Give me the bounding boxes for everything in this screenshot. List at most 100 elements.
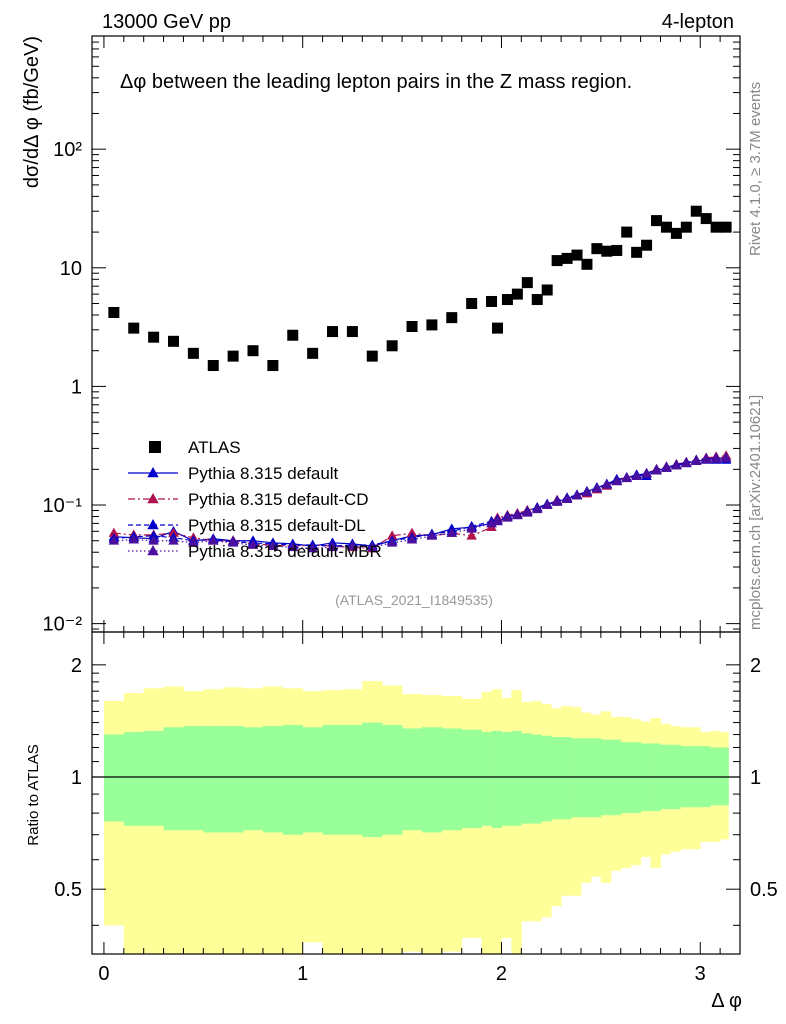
- inner-band-bin: [630, 742, 642, 814]
- inner-band-bin: [481, 732, 492, 826]
- inner-band-bin: [282, 724, 304, 835]
- legend-marker: [147, 545, 159, 556]
- data-point: [541, 284, 553, 296]
- mc-point: [710, 453, 722, 463]
- data-point: [287, 329, 299, 341]
- mc-point: [541, 499, 553, 509]
- data-point: [406, 320, 418, 332]
- data-point: [108, 306, 120, 318]
- mc-point: [227, 537, 239, 547]
- ratio-bands: [103, 680, 729, 954]
- x-tick-label: 3: [695, 963, 706, 985]
- series-0: [108, 205, 732, 372]
- legend-label: Pythia 8.315 default-DL: [188, 516, 366, 535]
- mc-point: [148, 535, 159, 545]
- inner-band-bin: [243, 727, 264, 831]
- mc-point: [287, 541, 298, 552]
- mc-point: [168, 535, 179, 545]
- inner-band-bin: [461, 729, 482, 828]
- data-point: [551, 255, 563, 267]
- mc-point: [148, 530, 159, 540]
- data-point: [720, 221, 732, 233]
- plot-title: Δφ between the leading lepton pairs in t…: [120, 71, 632, 93]
- inner-band-bin: [531, 734, 542, 824]
- mc-point: [522, 507, 533, 517]
- inner-band-bin: [322, 724, 343, 835]
- data-point: [128, 322, 140, 334]
- inner-band-bin: [580, 738, 592, 818]
- mc-point: [691, 455, 702, 465]
- legend: ATLAS Pythia 8.315 default Pythia 8.315 de…: [128, 438, 382, 561]
- data-point: [521, 277, 533, 289]
- inner-band-bin: [362, 722, 383, 838]
- legend-marker: [149, 441, 161, 453]
- inner-band-bin: [561, 737, 572, 820]
- y-axis-label: dσ/dΔ φ (fb/GeV): [21, 36, 43, 188]
- mc-point: [108, 535, 120, 545]
- mc-point: [446, 527, 458, 537]
- ratio-panel: 0.5 0.5 1 1 2 2 Ratio to ATLAS: [25, 631, 778, 955]
- reference-label: (ATLAS_2021_I1849535): [335, 592, 493, 608]
- inner-band-bin: [620, 742, 632, 814]
- data-point: [660, 221, 672, 233]
- ratio-y-tick-label-right: 1: [750, 767, 761, 789]
- inner-band-bin: [421, 727, 443, 833]
- data-point: [366, 350, 378, 362]
- data-point: [581, 258, 593, 270]
- data-point: [267, 360, 279, 372]
- data-point: [511, 288, 523, 300]
- data-point: [446, 312, 458, 324]
- inner-band-bin: [590, 738, 602, 818]
- inner-band-bin: [163, 727, 184, 831]
- mc-point: [466, 523, 477, 533]
- data-point: [167, 335, 179, 347]
- data-point: [247, 345, 259, 357]
- inner-band-bin: [203, 726, 224, 833]
- main-series: [108, 205, 732, 553]
- inner-band-bin: [491, 730, 502, 828]
- y-tick-label: 10⁻¹: [43, 495, 83, 517]
- mc-point: [386, 537, 398, 547]
- inner-band-bin: [571, 738, 582, 818]
- data-point: [501, 294, 513, 306]
- mc-point: [386, 530, 398, 540]
- mc-point: [426, 530, 438, 540]
- mc-point: [406, 534, 418, 544]
- y-tick-label: 10²: [53, 139, 82, 161]
- inner-band-bin: [551, 737, 562, 820]
- data-point: [690, 205, 702, 217]
- data-point: [591, 243, 603, 255]
- ratio-y-tick-label-right: 0.5: [750, 879, 778, 901]
- mc-point: [671, 460, 682, 470]
- ratio-axis-ticks: 0.5 0.5 1 1 2 2: [54, 655, 778, 926]
- main-axis-ticks: 10⁻² 10⁻¹ 1 10 10²: [43, 35, 740, 636]
- mc-point: [247, 539, 259, 549]
- mc-point: [651, 465, 662, 475]
- mc-point: [512, 509, 523, 520]
- inner-band-bin: [302, 727, 323, 833]
- energy-label: 13000 GeV pp: [102, 11, 231, 33]
- legend-label: Pythia 8.315 default-CD: [188, 490, 369, 509]
- data-point: [710, 221, 722, 233]
- inner-band-bin: [342, 724, 363, 835]
- mc-point: [128, 534, 139, 544]
- inner-band-bin: [501, 732, 512, 826]
- mc-point: [681, 457, 692, 468]
- mc-point: [267, 540, 279, 550]
- mc-point: [720, 452, 732, 463]
- y-tick-label: 10⁻²: [43, 614, 83, 636]
- data-point: [386, 340, 398, 352]
- data-point: [227, 350, 239, 362]
- legend-marker: [147, 493, 159, 504]
- inner-band-bin: [262, 726, 284, 833]
- ratio-y-axis-label: Ratio to ATLAS: [25, 744, 42, 845]
- mc-point: [631, 470, 642, 481]
- mc-point: [208, 535, 219, 545]
- mc-point: [700, 453, 712, 464]
- mc-point: [532, 503, 543, 514]
- y-tick-label: 10: [60, 258, 82, 280]
- x-axis-label: Δ φ: [711, 990, 742, 1012]
- inner-band-bin: [382, 724, 403, 835]
- legend-label: ATLAS: [188, 438, 241, 457]
